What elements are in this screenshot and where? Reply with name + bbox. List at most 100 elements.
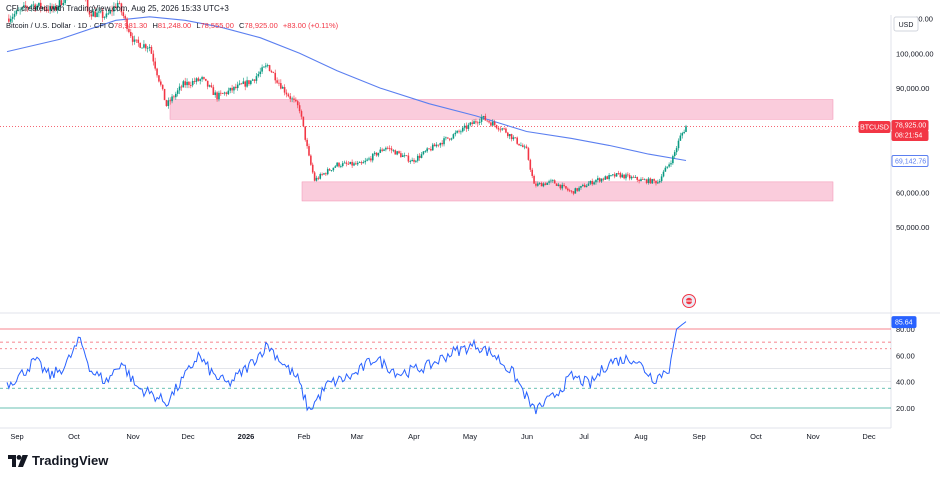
candle bbox=[598, 177, 601, 183]
candle bbox=[448, 138, 451, 142]
candle bbox=[400, 150, 402, 158]
candle bbox=[456, 130, 458, 134]
candle bbox=[141, 47, 143, 49]
candles-layer bbox=[8, 0, 687, 196]
candle bbox=[32, 1, 35, 10]
candle bbox=[572, 191, 575, 196]
candle bbox=[493, 119, 496, 128]
candle bbox=[664, 165, 667, 172]
candle bbox=[645, 178, 648, 185]
candle bbox=[285, 89, 288, 98]
candle bbox=[358, 161, 361, 163]
time-tick-label: 2026 bbox=[238, 432, 255, 441]
candle bbox=[518, 143, 520, 146]
candle bbox=[606, 175, 609, 180]
candle bbox=[433, 143, 436, 147]
candle bbox=[122, 9, 125, 19]
candle bbox=[208, 84, 211, 88]
candle bbox=[416, 153, 419, 163]
candle bbox=[443, 136, 445, 147]
candle bbox=[600, 178, 603, 183]
candle bbox=[495, 124, 498, 130]
tradingview-logo[interactable]: TradingView bbox=[8, 453, 108, 468]
candle bbox=[377, 152, 380, 158]
candle bbox=[413, 158, 415, 164]
candle bbox=[512, 135, 515, 141]
candle bbox=[302, 116, 305, 128]
candle bbox=[567, 187, 569, 192]
low-label: L bbox=[196, 21, 201, 30]
symbol-line: Bitcoin / U.S. Dollar · 1D · CFI bbox=[6, 21, 107, 30]
candle bbox=[308, 143, 310, 157]
tradingview-logo-icon bbox=[8, 454, 28, 467]
svg-text:BTCUSD: BTCUSD bbox=[860, 125, 889, 132]
candle bbox=[523, 144, 526, 150]
candle bbox=[238, 80, 241, 86]
candle bbox=[280, 79, 282, 90]
candle bbox=[47, 5, 50, 14]
candle bbox=[210, 82, 213, 88]
candle bbox=[150, 45, 153, 54]
candle bbox=[379, 147, 382, 154]
rsi-layer bbox=[0, 321, 891, 415]
candle bbox=[293, 95, 295, 103]
candle bbox=[643, 178, 646, 181]
candle bbox=[11, 13, 14, 23]
event-flag-icon[interactable] bbox=[682, 294, 696, 308]
candle bbox=[651, 178, 654, 184]
svg-text:78,925.00: 78,925.00 bbox=[895, 123, 926, 130]
last-price-badge: 78,925.00 bbox=[891, 120, 929, 132]
candle bbox=[296, 100, 299, 109]
ohlc-legend: Bitcoin / U.S. Dollar · 1D · CFI O78,981… bbox=[6, 21, 341, 30]
candle bbox=[364, 157, 367, 165]
candle bbox=[675, 146, 678, 155]
candle bbox=[634, 175, 637, 178]
candle bbox=[58, 0, 61, 11]
candle bbox=[499, 126, 502, 133]
candle bbox=[45, 7, 48, 13]
candle bbox=[636, 176, 639, 183]
candle bbox=[683, 129, 685, 135]
candle bbox=[60, 0, 63, 6]
candle bbox=[435, 142, 438, 148]
candle bbox=[349, 161, 352, 165]
candle bbox=[41, 6, 44, 11]
candle bbox=[373, 151, 376, 156]
candle bbox=[403, 152, 406, 158]
time-tick-label: Oct bbox=[68, 432, 81, 441]
candle bbox=[51, 3, 53, 13]
candle bbox=[250, 80, 252, 86]
candle bbox=[390, 145, 393, 154]
candle bbox=[460, 129, 462, 135]
candle bbox=[137, 36, 140, 47]
candle bbox=[401, 153, 404, 158]
time-tick-label: Sep bbox=[10, 432, 23, 441]
candle bbox=[610, 174, 612, 177]
price-axis-labels: 120,000.00110,000.00100,000.0090,000.006… bbox=[896, 15, 934, 233]
candle bbox=[660, 173, 663, 183]
close-value: 78,925.00 bbox=[244, 21, 278, 30]
candle bbox=[561, 182, 564, 191]
candle bbox=[313, 171, 316, 182]
candle bbox=[407, 152, 410, 163]
candle bbox=[628, 173, 631, 181]
candle bbox=[257, 71, 260, 78]
rsi-tick-label: 40.00 bbox=[896, 378, 915, 387]
candle bbox=[480, 114, 483, 125]
candle bbox=[94, 7, 96, 18]
candle bbox=[199, 78, 201, 85]
candle bbox=[673, 150, 676, 159]
candle bbox=[658, 178, 661, 184]
candle bbox=[351, 159, 353, 169]
time-tick-label: Dec bbox=[181, 432, 195, 441]
candle bbox=[617, 170, 620, 175]
candle bbox=[625, 172, 627, 181]
candle bbox=[672, 154, 674, 165]
candle bbox=[450, 137, 453, 141]
candle bbox=[482, 115, 485, 120]
candle bbox=[420, 152, 423, 159]
currency-box[interactable] bbox=[893, 16, 919, 32]
candle bbox=[475, 118, 477, 125]
candle bbox=[520, 142, 522, 147]
